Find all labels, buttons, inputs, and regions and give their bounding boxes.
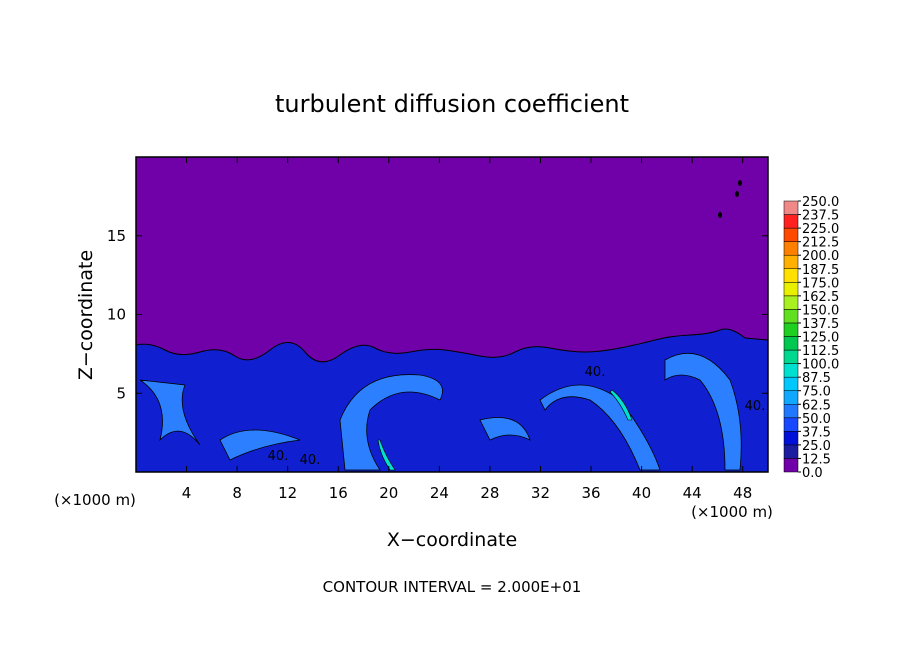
contour-field xyxy=(135,157,769,473)
footer: CONTOUR INTERVAL = 2.000E+01 xyxy=(323,578,582,596)
contour-label: 40. xyxy=(300,453,321,468)
colorbar-band xyxy=(783,254,799,269)
x-tick-label: 44 xyxy=(683,484,702,502)
y-axis-label: Z−coordinate xyxy=(75,250,97,380)
x-tick-label: 20 xyxy=(379,484,398,502)
colorbar-band xyxy=(783,404,799,419)
colorbar-label: 25.0 xyxy=(802,439,831,454)
colorbar-band xyxy=(783,322,799,337)
colorbar-label: 137.5 xyxy=(802,317,839,332)
x-tick-label: 32 xyxy=(531,484,550,502)
colorbar-label: 87.5 xyxy=(802,371,831,386)
colorbar-label: 0.0 xyxy=(802,466,823,481)
colorbar-band xyxy=(783,227,799,242)
colorbar-band xyxy=(783,295,799,310)
x-axis-label: X−coordinate xyxy=(387,529,517,551)
colorbar-band xyxy=(783,309,799,324)
y-tick-label: 10 xyxy=(107,306,126,324)
x-tick-label: 24 xyxy=(430,484,449,502)
contour-label: 40. xyxy=(585,365,606,380)
y-tick-label: 5 xyxy=(116,384,126,402)
x-tick-label: 48 xyxy=(733,484,752,502)
colorbar-label: 112.5 xyxy=(802,344,839,359)
colorbar-label: 212.5 xyxy=(802,236,839,251)
x-tick-label: 28 xyxy=(480,484,499,502)
colorbar-band xyxy=(783,349,799,364)
colorbar-label: 175.0 xyxy=(802,276,839,291)
colorbar-band xyxy=(783,417,799,432)
contour-label: 40. xyxy=(268,449,289,464)
x-tick-label: 16 xyxy=(329,484,348,502)
colorbar-label: 250.0 xyxy=(802,195,839,210)
x-tick-label: 40 xyxy=(632,484,651,502)
colorbar-label: 50.0 xyxy=(802,412,831,427)
turbulent-region xyxy=(135,328,769,473)
colorbar-band xyxy=(783,336,799,351)
field-spot xyxy=(735,191,739,197)
colorbar-band xyxy=(783,268,799,283)
colorbar-label: 100.0 xyxy=(802,358,839,373)
colorbar-label: 200.0 xyxy=(802,249,839,264)
colorbar-label: 37.5 xyxy=(802,425,831,440)
x-tick-label: 12 xyxy=(278,484,297,502)
colorbar-label: 12.5 xyxy=(802,452,831,467)
field-spot xyxy=(718,212,722,218)
colorbar-band xyxy=(783,376,799,391)
y-tick-label: 15 xyxy=(107,227,126,245)
turbulent-eddies xyxy=(139,353,742,471)
colorbar-band xyxy=(783,282,799,297)
colorbar-label: 162.5 xyxy=(802,290,839,305)
colorbar-band xyxy=(783,458,799,473)
colorbar-band xyxy=(783,444,799,459)
turbulent-cores xyxy=(377,389,633,471)
x-tick-label: 36 xyxy=(581,484,600,502)
y-unit-label: (×1000 m) xyxy=(54,491,136,509)
colorbar-label: 187.5 xyxy=(802,263,839,278)
colorbar-band xyxy=(783,363,799,378)
field-spot xyxy=(738,180,742,186)
colorbar-band xyxy=(783,241,799,256)
chart-title: turbulent diffusion coefficient xyxy=(275,90,629,118)
x-unit-label: (×1000 m) xyxy=(691,503,773,521)
colorbar-label: 125.0 xyxy=(802,331,839,346)
contour-label: 40. xyxy=(745,399,766,414)
colorbar-label: 62.5 xyxy=(802,398,831,413)
colorbar-band xyxy=(783,390,799,405)
colorbar-label: 225.0 xyxy=(802,222,839,237)
x-tick-label: 4 xyxy=(182,484,192,502)
colorbar-label: 75.0 xyxy=(802,385,831,400)
colorbar-band xyxy=(783,200,799,215)
colorbar-band xyxy=(783,431,799,446)
colorbar-label: 237.5 xyxy=(802,209,839,224)
colorbar-label: 150.0 xyxy=(802,303,839,318)
x-tick-label: 8 xyxy=(232,484,242,502)
colorbar-band xyxy=(783,214,799,229)
